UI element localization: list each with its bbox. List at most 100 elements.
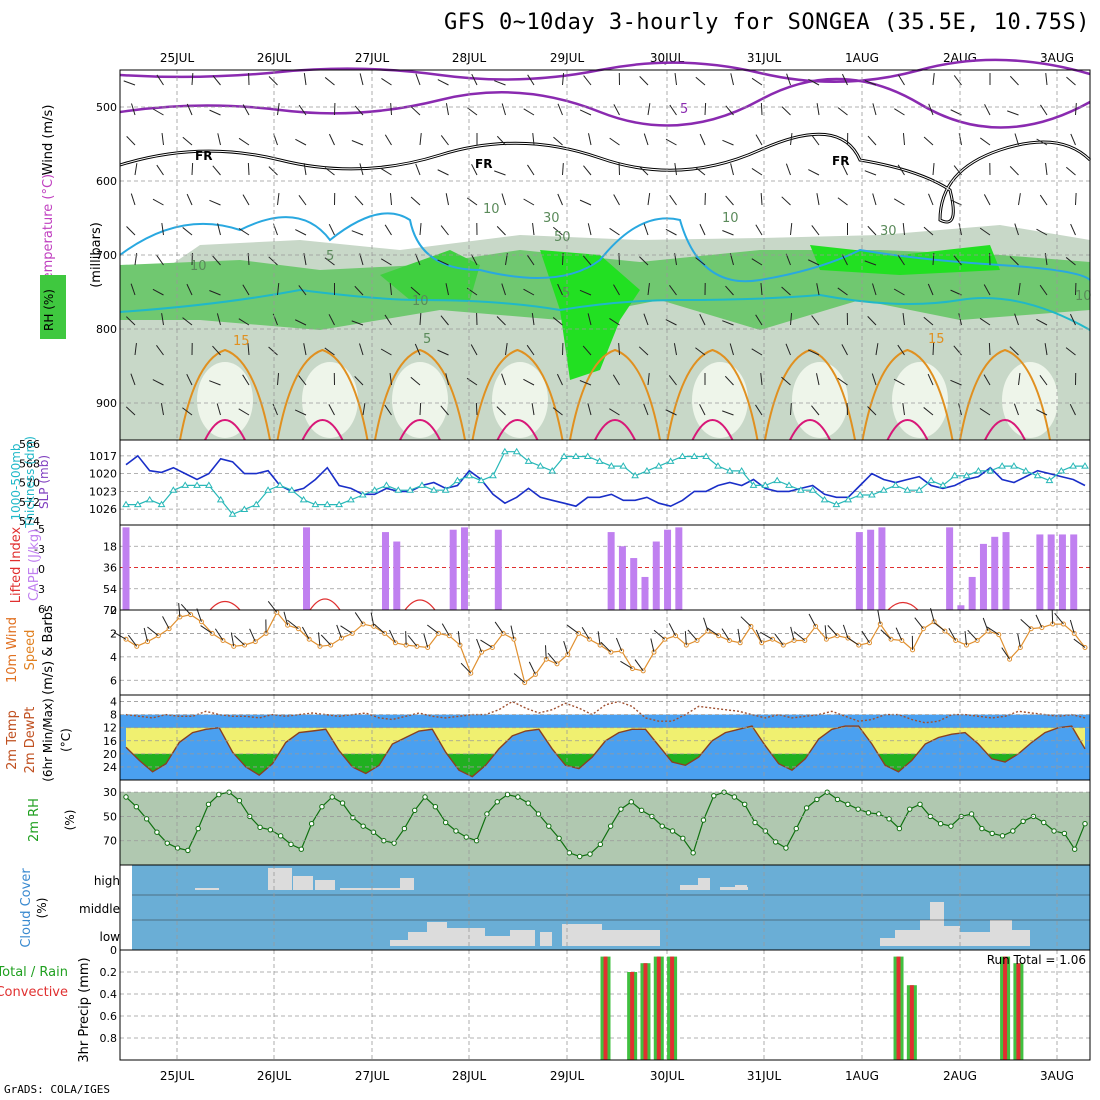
wind-barb xyxy=(867,135,877,146)
rh2m-point xyxy=(1061,830,1068,837)
wind-barb xyxy=(131,103,136,116)
wind-barb xyxy=(790,223,793,236)
rh2m-point xyxy=(577,853,583,860)
rh2m-point xyxy=(886,816,892,822)
thickness-point xyxy=(619,462,628,469)
axis-label-celsius: (°C) xyxy=(59,728,73,752)
wind-barb xyxy=(505,343,508,356)
wind-barb xyxy=(958,313,962,326)
wind-barb xyxy=(123,80,136,86)
axis-label-cape: CAPE (J/kg) xyxy=(27,529,42,601)
wind-barb xyxy=(897,344,905,356)
wind-barb xyxy=(1069,313,1076,326)
rh-band-high xyxy=(810,245,1000,275)
wind-barb xyxy=(249,628,256,642)
wind-barb xyxy=(238,137,250,146)
wind-barb xyxy=(638,346,649,356)
wind-barb xyxy=(186,103,193,116)
rh2m-point xyxy=(1051,828,1057,834)
rh2m-point xyxy=(855,806,861,812)
wind-barb xyxy=(152,108,164,116)
thickness-point xyxy=(418,481,426,488)
thickness-point xyxy=(666,457,675,464)
wind-barb xyxy=(893,378,905,386)
wind-barb xyxy=(152,288,164,296)
wind-barb xyxy=(587,313,592,326)
wind-barb xyxy=(811,134,820,146)
wind-barb xyxy=(751,258,763,266)
wind-barb xyxy=(134,343,137,356)
wind-barb xyxy=(354,195,364,206)
thickness-point xyxy=(808,486,817,493)
thickness-point xyxy=(820,495,829,503)
wind-barb xyxy=(1069,619,1075,634)
wind-barb xyxy=(457,631,461,646)
wind-barb xyxy=(547,652,558,665)
thickness-point xyxy=(1081,462,1089,469)
wind-barb xyxy=(247,343,250,356)
thickness-point xyxy=(489,471,497,479)
wind-barb xyxy=(582,345,592,356)
thickness-point xyxy=(465,471,474,479)
wind-barb xyxy=(545,645,547,660)
temp-contour-20 xyxy=(204,419,246,441)
temp-tick-label: 24 xyxy=(103,761,117,774)
wind-barb xyxy=(125,406,136,416)
wind-barb xyxy=(807,349,820,356)
wind-barb xyxy=(470,254,478,266)
thickness-tick-label: 568 xyxy=(19,457,40,470)
wind-barb xyxy=(695,347,706,356)
rh2m-point xyxy=(339,800,346,806)
wind-barb xyxy=(1014,223,1019,236)
precip-tick-label: 0.8 xyxy=(100,1032,118,1045)
temp-contour-20 xyxy=(301,419,344,441)
wind-barb xyxy=(618,342,620,356)
wind-barb xyxy=(445,373,449,386)
cape-bar xyxy=(664,529,672,610)
date-label-top: 26JUL xyxy=(257,51,292,65)
rh2m-point xyxy=(618,806,624,812)
panel-frame xyxy=(119,439,1091,526)
wind-barb xyxy=(669,104,677,116)
pressure-tick-label: 700 xyxy=(96,249,117,262)
contour-label: FR xyxy=(832,154,849,168)
axis-label-rh: RH (%) xyxy=(42,289,56,331)
wind-barb xyxy=(354,285,364,296)
wind-barb xyxy=(837,107,848,116)
thickness-point xyxy=(382,481,391,488)
wind-barb xyxy=(729,343,734,356)
wind-barb xyxy=(953,165,962,176)
wind-barb xyxy=(295,229,307,236)
wind-barb xyxy=(389,629,396,644)
wind-barb xyxy=(445,103,449,116)
wind-barb xyxy=(609,227,620,236)
rh2m-point xyxy=(968,811,975,817)
wind-barb xyxy=(419,223,422,236)
wind-barb xyxy=(1039,194,1048,206)
wind-barb xyxy=(1018,373,1021,386)
wind-barb xyxy=(1036,409,1048,416)
axis-label-thickness-unit: Thickness (dm) xyxy=(23,436,37,529)
wind-barb xyxy=(130,283,136,296)
wind-barb xyxy=(816,373,820,386)
rh2m-point xyxy=(628,799,634,805)
wind-barb xyxy=(440,225,449,236)
wind-barb xyxy=(212,255,221,266)
cape-bar xyxy=(1036,534,1044,610)
rh2m-point xyxy=(906,806,913,812)
thickness-point xyxy=(903,486,912,493)
wind-barb xyxy=(277,283,280,296)
wind-barb xyxy=(354,376,364,386)
wind-barb xyxy=(948,627,957,641)
rh2m-point xyxy=(690,850,696,856)
date-label-bottom: 27JUL xyxy=(355,1069,390,1083)
temp-contour-15 xyxy=(374,348,466,441)
wind-barb xyxy=(665,409,677,416)
cloud-layer-label: middle xyxy=(79,902,120,916)
wind-barb xyxy=(703,617,709,632)
rh2m-point xyxy=(319,804,325,810)
wind-barb xyxy=(579,199,592,206)
thickness-point xyxy=(394,486,403,493)
rh2m-point xyxy=(979,825,985,832)
cape-bar xyxy=(855,532,863,610)
